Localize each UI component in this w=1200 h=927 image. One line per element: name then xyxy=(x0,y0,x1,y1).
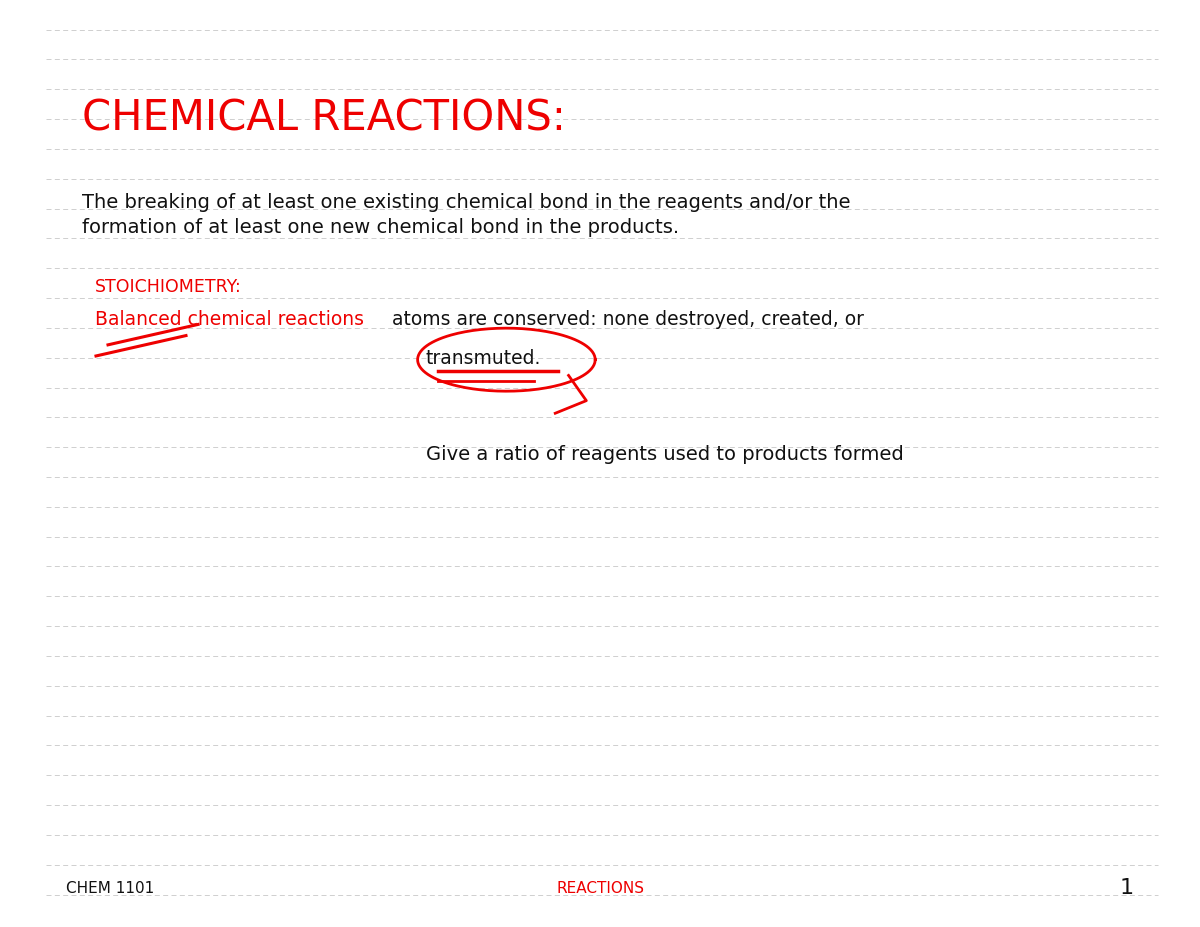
Text: CHEM 1101: CHEM 1101 xyxy=(66,881,155,895)
Text: REACTIONS: REACTIONS xyxy=(556,881,644,895)
Text: 1: 1 xyxy=(1120,878,1134,898)
Text: Balanced chemical reactions: Balanced chemical reactions xyxy=(95,311,364,329)
Text: Give a ratio of reagents used to products formed: Give a ratio of reagents used to product… xyxy=(426,445,904,464)
Text: STOICHIOMETRY:: STOICHIOMETRY: xyxy=(95,278,241,297)
Text: The breaking of at least one existing chemical bond in the reagents and/or the: The breaking of at least one existing ch… xyxy=(82,193,850,211)
Text: transmuted.: transmuted. xyxy=(426,349,541,368)
Text: atoms are conserved: none destroyed, created, or: atoms are conserved: none destroyed, cre… xyxy=(374,311,864,329)
Text: formation of at least one new chemical bond in the products.: formation of at least one new chemical b… xyxy=(82,218,679,236)
Text: CHEMICAL REACTIONS:: CHEMICAL REACTIONS: xyxy=(82,97,565,140)
